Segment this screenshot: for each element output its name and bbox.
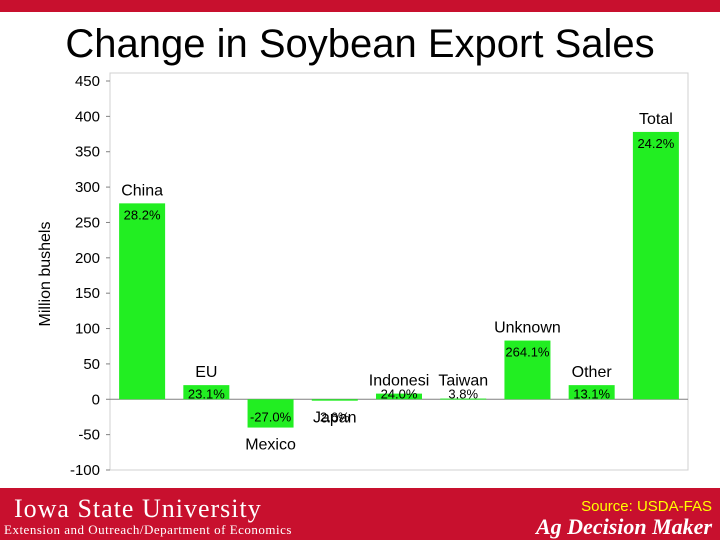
percent-label: 23.1% [188,386,225,401]
percent-label: 24.2% [637,136,674,151]
y-tick-label: 300 [75,179,100,196]
footer-bar [0,488,720,540]
y-axis-label: Million bushels [37,222,54,327]
category-label: Unknown [494,320,561,337]
category-label: Other [572,364,613,381]
category-label: Japan [313,410,357,427]
percent-label: 24.0% [381,386,418,401]
category-label: Indonesi [369,372,430,389]
category-label: Mexico [245,437,296,454]
y-tick-label: 0 [92,391,100,408]
ag-decision-maker-logo: Ag Decision Maker [536,514,712,540]
percent-label: 264.1% [505,345,550,360]
isu-department: Extension and Outreach/Department of Eco… [4,522,292,537]
top-accent-bar [0,0,720,12]
y-tick-label: 200 [75,250,100,267]
y-tick-label: 50 [83,356,100,373]
bar-eu [183,385,230,400]
chart-title: Change in Soybean Export Sales [65,22,655,66]
isu-wordmark: Iowa State University [14,494,262,523]
bar-chart: 450 400 350 300 250 200 150 100 50 0 -50 -100 China… [37,72,689,479]
bar-indonesia [376,393,422,400]
category-label: Total [639,111,673,128]
y-tick-label: 250 [75,214,100,231]
percent-label: 3.8% [448,386,478,401]
y-tick-label: 150 [75,285,100,302]
category-label: China [121,182,163,199]
y-tick-label: 400 [75,108,100,125]
y-tick-label: -100 [70,462,100,479]
percent-label: 13.1% [573,386,610,401]
bar-unknown [504,340,551,400]
percent-label: -27.0% [250,409,292,424]
bar-taiwan [440,398,487,400]
category-label: EU [195,364,217,381]
y-tick-label: 100 [75,321,100,338]
y-tick-label: 350 [75,144,100,161]
bar-japan [311,399,358,401]
bar-other [568,385,615,400]
category-label: Taiwan [438,372,488,389]
y-tick-label: 450 [75,73,100,90]
percent-label: 28.2% [124,207,161,222]
bar-china [119,203,166,400]
y-tick-label: -50 [78,427,100,444]
bar-mexico [247,399,294,428]
ag-decision-maker-text: Ag Decision Maker [536,514,712,539]
bar-total [632,131,679,400]
source-note: Source: USDA-FAS [581,498,712,515]
plot-area [109,72,689,471]
percent-label: 2.6% [320,409,350,424]
